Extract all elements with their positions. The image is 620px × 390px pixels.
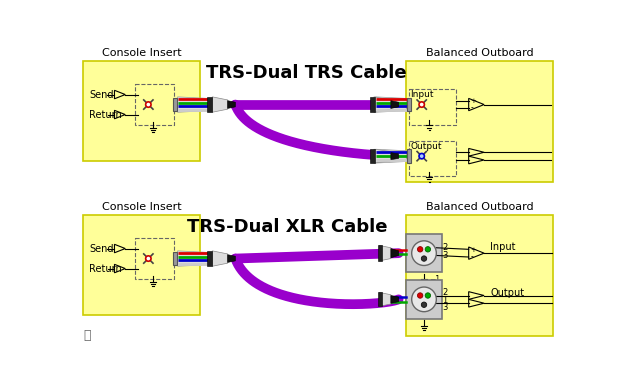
Bar (174, 98, 177, 112)
Bar (207, 251, 212, 266)
Polygon shape (374, 149, 391, 163)
Text: ⌕: ⌕ (84, 330, 91, 342)
Circle shape (422, 302, 427, 307)
Bar (174, 252, 177, 266)
Text: Return: Return (89, 264, 122, 273)
Text: Console Insert: Console Insert (102, 48, 182, 58)
Polygon shape (177, 251, 208, 266)
Bar (409, 141, 456, 176)
Bar (407, 149, 410, 163)
Bar (207, 97, 212, 112)
Circle shape (422, 256, 427, 261)
Text: Console Insert: Console Insert (102, 202, 182, 212)
Text: 2: 2 (443, 288, 448, 297)
Text: TRS-Dual XLR Cable: TRS-Dual XLR Cable (187, 218, 388, 236)
FancyBboxPatch shape (83, 215, 200, 315)
Polygon shape (177, 97, 208, 112)
Bar (378, 245, 383, 261)
Text: TRS-Dual TRS Cable: TRS-Dual TRS Cable (206, 64, 407, 82)
Polygon shape (391, 101, 399, 108)
Circle shape (425, 293, 430, 298)
Text: Send: Send (89, 243, 113, 254)
Circle shape (146, 256, 151, 261)
Polygon shape (374, 97, 391, 112)
Bar (135, 84, 174, 125)
Text: 3: 3 (443, 303, 448, 312)
Text: -: - (470, 103, 473, 112)
Text: −1: −1 (430, 275, 441, 284)
Bar (407, 98, 410, 112)
Circle shape (417, 246, 423, 252)
Circle shape (412, 287, 436, 312)
Polygon shape (379, 292, 391, 306)
Polygon shape (379, 245, 391, 261)
Polygon shape (212, 251, 228, 266)
Bar (406, 234, 441, 272)
Text: 3: 3 (443, 251, 448, 260)
Circle shape (146, 102, 151, 107)
Polygon shape (391, 152, 399, 160)
Circle shape (412, 241, 436, 266)
Text: +: + (470, 247, 476, 253)
Text: Balanced Outboard: Balanced Outboard (426, 48, 533, 58)
Circle shape (419, 153, 425, 159)
Text: Send: Send (89, 90, 113, 99)
Bar (409, 89, 456, 124)
Text: Output: Output (490, 288, 525, 298)
Text: +: + (470, 98, 476, 105)
Text: -: - (470, 252, 473, 261)
Polygon shape (376, 97, 406, 112)
Text: 2: 2 (443, 243, 448, 252)
Polygon shape (228, 101, 236, 108)
Bar (378, 292, 383, 306)
FancyBboxPatch shape (406, 61, 552, 182)
Polygon shape (391, 296, 399, 303)
Text: Input: Input (410, 90, 433, 99)
Bar (370, 97, 376, 112)
Text: Output: Output (410, 142, 441, 151)
Text: Return: Return (89, 110, 122, 120)
Text: Balanced Outboard: Balanced Outboard (426, 202, 533, 212)
Polygon shape (212, 97, 228, 112)
Circle shape (425, 246, 430, 252)
Text: 1: 1 (443, 296, 448, 305)
Circle shape (419, 102, 425, 107)
FancyBboxPatch shape (406, 215, 552, 336)
Text: Input: Input (490, 242, 516, 252)
Polygon shape (376, 149, 406, 163)
Polygon shape (228, 255, 236, 262)
Bar (135, 238, 174, 279)
Circle shape (417, 293, 423, 298)
Bar (370, 149, 376, 163)
Polygon shape (391, 248, 399, 258)
FancyBboxPatch shape (83, 61, 200, 161)
Bar (406, 280, 441, 319)
